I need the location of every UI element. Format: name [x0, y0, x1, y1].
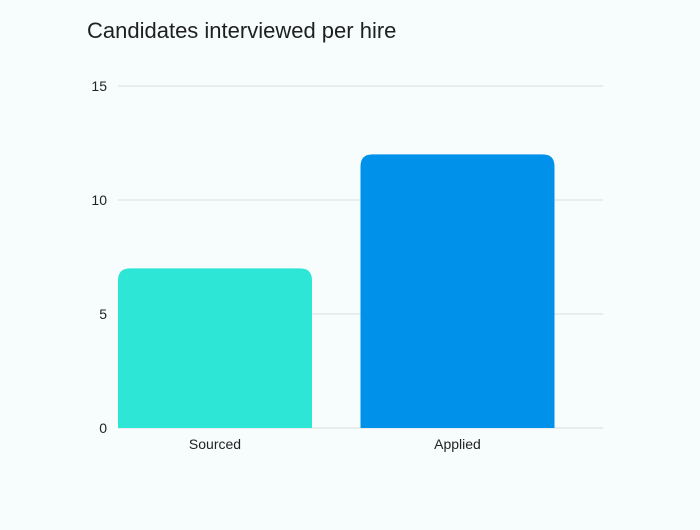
bar-applied — [360, 154, 555, 428]
bars-layer — [118, 154, 555, 428]
x-tick-label: Sourced — [189, 436, 241, 452]
chart-title: Candidates interviewed per hire — [87, 18, 397, 43]
x-axis: Sourced Applied — [189, 436, 481, 452]
y-tick-label: 0 — [99, 420, 107, 436]
y-tick-label: 5 — [99, 306, 107, 322]
x-tick-label: Applied — [434, 436, 481, 452]
bar-sourced — [118, 268, 312, 428]
y-tick-label: 15 — [91, 78, 107, 94]
y-tick-label: 10 — [91, 192, 107, 208]
y-axis: 0 5 10 15 — [91, 78, 107, 436]
